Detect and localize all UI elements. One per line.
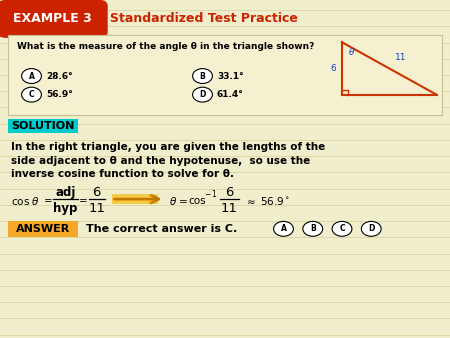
FancyBboxPatch shape bbox=[0, 1, 107, 37]
Text: D: D bbox=[199, 90, 206, 99]
Circle shape bbox=[193, 69, 212, 83]
Text: In the right triangle, you are given the lengths of the: In the right triangle, you are given the… bbox=[11, 142, 325, 152]
Text: EXAMPLE 3: EXAMPLE 3 bbox=[14, 13, 92, 25]
Text: 56.9°: 56.9° bbox=[46, 90, 72, 99]
FancyBboxPatch shape bbox=[8, 35, 442, 115]
Text: 6: 6 bbox=[93, 186, 101, 199]
Text: 11: 11 bbox=[395, 53, 406, 62]
Circle shape bbox=[22, 69, 41, 83]
Text: The correct answer is C.: The correct answer is C. bbox=[86, 224, 237, 234]
Text: θ: θ bbox=[349, 48, 354, 57]
Text: 61.4°: 61.4° bbox=[217, 90, 243, 99]
Text: Standardized Test Practice: Standardized Test Practice bbox=[110, 13, 298, 25]
Text: What is the measure of the angle θ in the triangle shown?: What is the measure of the angle θ in th… bbox=[17, 42, 315, 51]
Text: hyp: hyp bbox=[53, 202, 77, 215]
Text: =: = bbox=[79, 196, 88, 206]
Text: A: A bbox=[28, 72, 35, 80]
Text: C: C bbox=[29, 90, 34, 99]
FancyBboxPatch shape bbox=[8, 221, 78, 237]
Text: cos $\theta$: cos $\theta$ bbox=[11, 195, 40, 207]
Circle shape bbox=[274, 221, 293, 236]
FancyBboxPatch shape bbox=[8, 119, 78, 133]
Text: A: A bbox=[280, 224, 287, 233]
Text: $\theta$ =: $\theta$ = bbox=[169, 195, 188, 207]
Text: 6: 6 bbox=[225, 186, 234, 199]
Text: adj: adj bbox=[55, 186, 76, 199]
Text: 6: 6 bbox=[331, 64, 337, 73]
Text: inverse cosine function to solve for θ.: inverse cosine function to solve for θ. bbox=[11, 169, 234, 179]
Text: C: C bbox=[339, 224, 345, 233]
Text: B: B bbox=[200, 72, 205, 80]
Circle shape bbox=[22, 87, 41, 102]
Text: 11: 11 bbox=[221, 202, 238, 215]
Text: side adjacent to θ and the hypotenuse,  so use the: side adjacent to θ and the hypotenuse, s… bbox=[11, 155, 310, 166]
Text: =: = bbox=[44, 196, 53, 206]
Text: $-\,1$: $-\,1$ bbox=[204, 188, 217, 199]
Text: 33.1°: 33.1° bbox=[217, 72, 243, 80]
Text: B: B bbox=[310, 224, 315, 233]
Text: 28.6°: 28.6° bbox=[46, 72, 72, 80]
Circle shape bbox=[193, 87, 212, 102]
Text: $\approx$ 56.9$^\circ$: $\approx$ 56.9$^\circ$ bbox=[244, 195, 290, 207]
Circle shape bbox=[332, 221, 352, 236]
Text: D: D bbox=[368, 224, 374, 233]
Circle shape bbox=[303, 221, 323, 236]
Text: cos: cos bbox=[188, 196, 206, 206]
Text: 11: 11 bbox=[88, 202, 105, 215]
Circle shape bbox=[361, 221, 381, 236]
Text: SOLUTION: SOLUTION bbox=[12, 121, 75, 131]
Text: ANSWER: ANSWER bbox=[16, 224, 70, 234]
